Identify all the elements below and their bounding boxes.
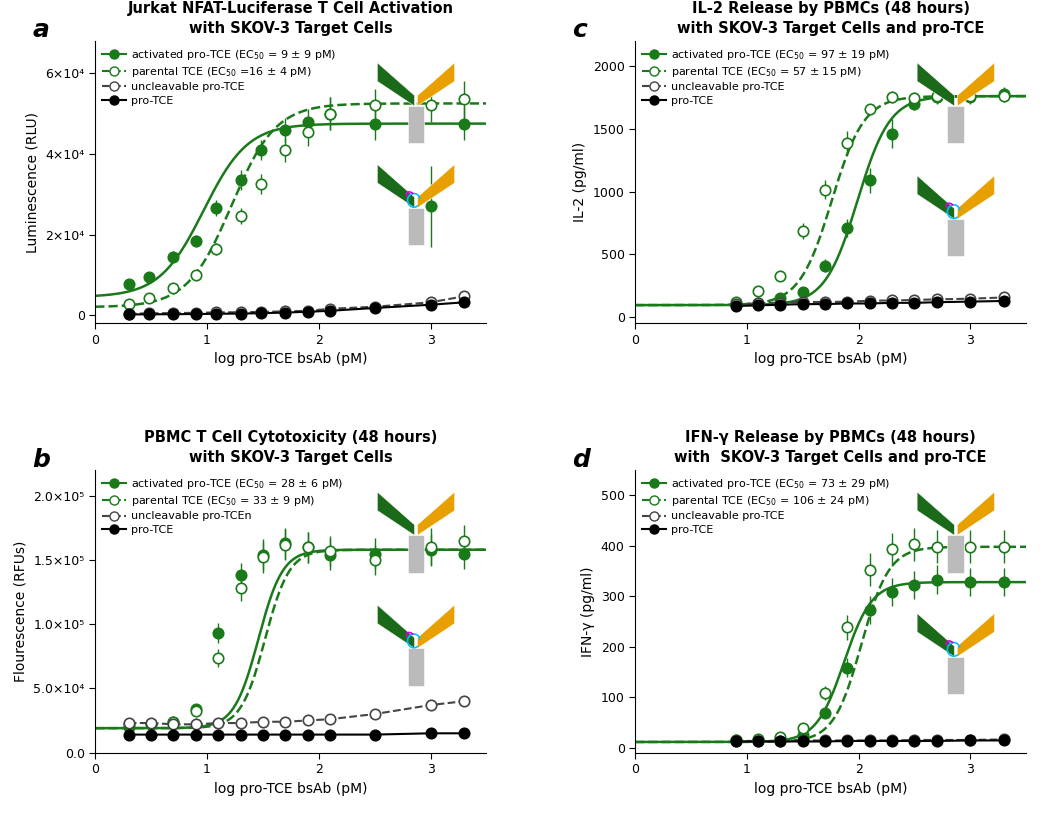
- X-axis label: log pro-TCE bsAb (pM): log pro-TCE bsAb (pM): [754, 781, 908, 796]
- Polygon shape: [407, 106, 424, 143]
- Polygon shape: [378, 492, 415, 536]
- Polygon shape: [947, 219, 964, 256]
- Polygon shape: [407, 208, 424, 245]
- Polygon shape: [378, 164, 415, 208]
- X-axis label: log pro-TCE bsAb (pM): log pro-TCE bsAb (pM): [754, 353, 908, 366]
- Y-axis label: Luminescence (RLU): Luminescence (RLU): [26, 111, 40, 253]
- Y-axis label: Flourescence (RFUs): Flourescence (RFUs): [14, 541, 28, 682]
- Polygon shape: [378, 605, 415, 649]
- Polygon shape: [947, 106, 964, 143]
- Y-axis label: IL-2 (pg/ml): IL-2 (pg/ml): [573, 142, 587, 222]
- Polygon shape: [917, 614, 954, 657]
- Title: IL-2 Release by PBMCs (48 hours)
with SKOV-3 Target Cells and pro-TCE: IL-2 Release by PBMCs (48 hours) with SK…: [677, 1, 984, 35]
- Polygon shape: [947, 657, 964, 694]
- Title: Jurkat NFAT-Luciferase T Cell Activation
with SKOV-3 Target Cells: Jurkat NFAT-Luciferase T Cell Activation…: [128, 1, 454, 35]
- Text: d: d: [572, 447, 590, 471]
- Polygon shape: [407, 536, 424, 573]
- Polygon shape: [418, 492, 455, 536]
- Legend: activated pro-TCE (EC$_{50}$ = 73 ± 29 pM), parental TCE (EC$_{50}$ = 106 ± 24 p: activated pro-TCE (EC$_{50}$ = 73 ± 29 p…: [637, 472, 894, 539]
- Polygon shape: [917, 63, 954, 106]
- Polygon shape: [418, 63, 455, 106]
- Polygon shape: [957, 614, 995, 657]
- Polygon shape: [957, 176, 995, 219]
- X-axis label: log pro-TCE bsAb (pM): log pro-TCE bsAb (pM): [214, 353, 367, 366]
- Polygon shape: [917, 492, 954, 536]
- X-axis label: log pro-TCE bsAb (pM): log pro-TCE bsAb (pM): [214, 781, 367, 796]
- Legend: activated pro-TCE (EC$_{50}$ = 97 ± 19 pM), parental TCE (EC$_{50}$ = 57 ± 15 pM: activated pro-TCE (EC$_{50}$ = 97 ± 19 p…: [637, 43, 894, 110]
- Polygon shape: [917, 176, 954, 219]
- Polygon shape: [418, 605, 455, 649]
- Legend: activated pro-TCE (EC$_{50}$ = 28 ± 6 pM), parental TCE (EC$_{50}$ = 33 ± 9 pM),: activated pro-TCE (EC$_{50}$ = 28 ± 6 pM…: [97, 472, 347, 539]
- Title: IFN-γ Release by PBMCs (48 hours)
with  SKOV-3 Target Cells and pro-TCE: IFN-γ Release by PBMCs (48 hours) with S…: [674, 430, 987, 465]
- Legend: activated pro-TCE (EC$_{50}$ = 9 ± 9 pM), parental TCE (EC$_{50}$ =16 ± 4 pM), u: activated pro-TCE (EC$_{50}$ = 9 ± 9 pM)…: [97, 43, 341, 110]
- Polygon shape: [957, 492, 995, 536]
- Polygon shape: [418, 164, 455, 208]
- Text: a: a: [33, 18, 50, 43]
- Polygon shape: [378, 63, 415, 106]
- Polygon shape: [407, 649, 424, 685]
- Y-axis label: IFN-γ (pg/ml): IFN-γ (pg/ml): [581, 566, 595, 657]
- Title: PBMC T Cell Cytotoxicity (48 hours)
with SKOV-3 Target Cells: PBMC T Cell Cytotoxicity (48 hours) with…: [144, 430, 438, 465]
- Text: b: b: [33, 447, 51, 471]
- Polygon shape: [957, 63, 995, 106]
- Polygon shape: [947, 536, 964, 573]
- Text: c: c: [572, 18, 587, 43]
